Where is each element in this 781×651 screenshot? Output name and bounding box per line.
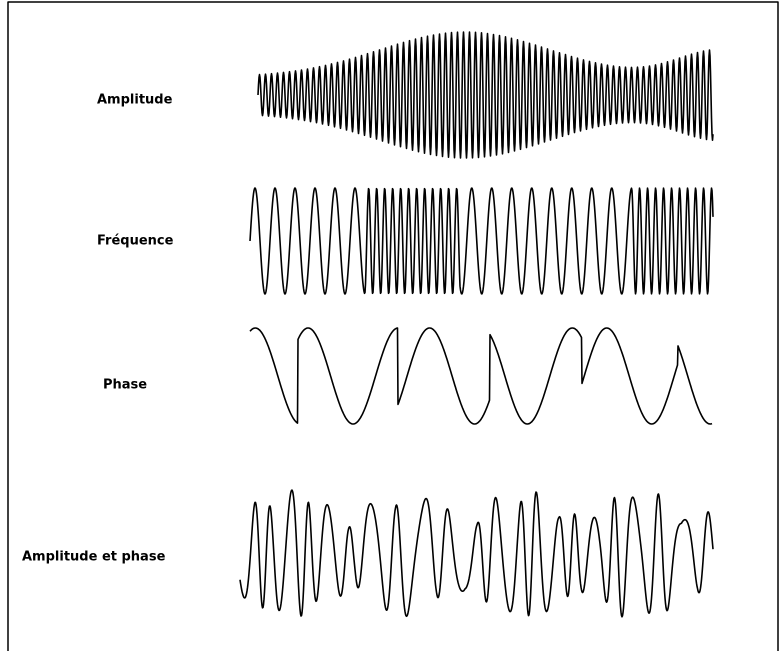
wave-frequence	[249, 187, 714, 295]
wave-amplitude-phase	[239, 489, 714, 618]
wave-phase	[249, 327, 713, 425]
label-frequence: Fréquence	[97, 234, 174, 249]
label-amplitude-phase: Amplitude et phase	[22, 550, 166, 565]
label-phase: Phase	[103, 378, 147, 393]
wave-amplitude	[257, 31, 714, 159]
label-amplitude: Amplitude	[97, 93, 173, 108]
waveforms	[239, 31, 714, 618]
frame	[7, 1, 779, 651]
